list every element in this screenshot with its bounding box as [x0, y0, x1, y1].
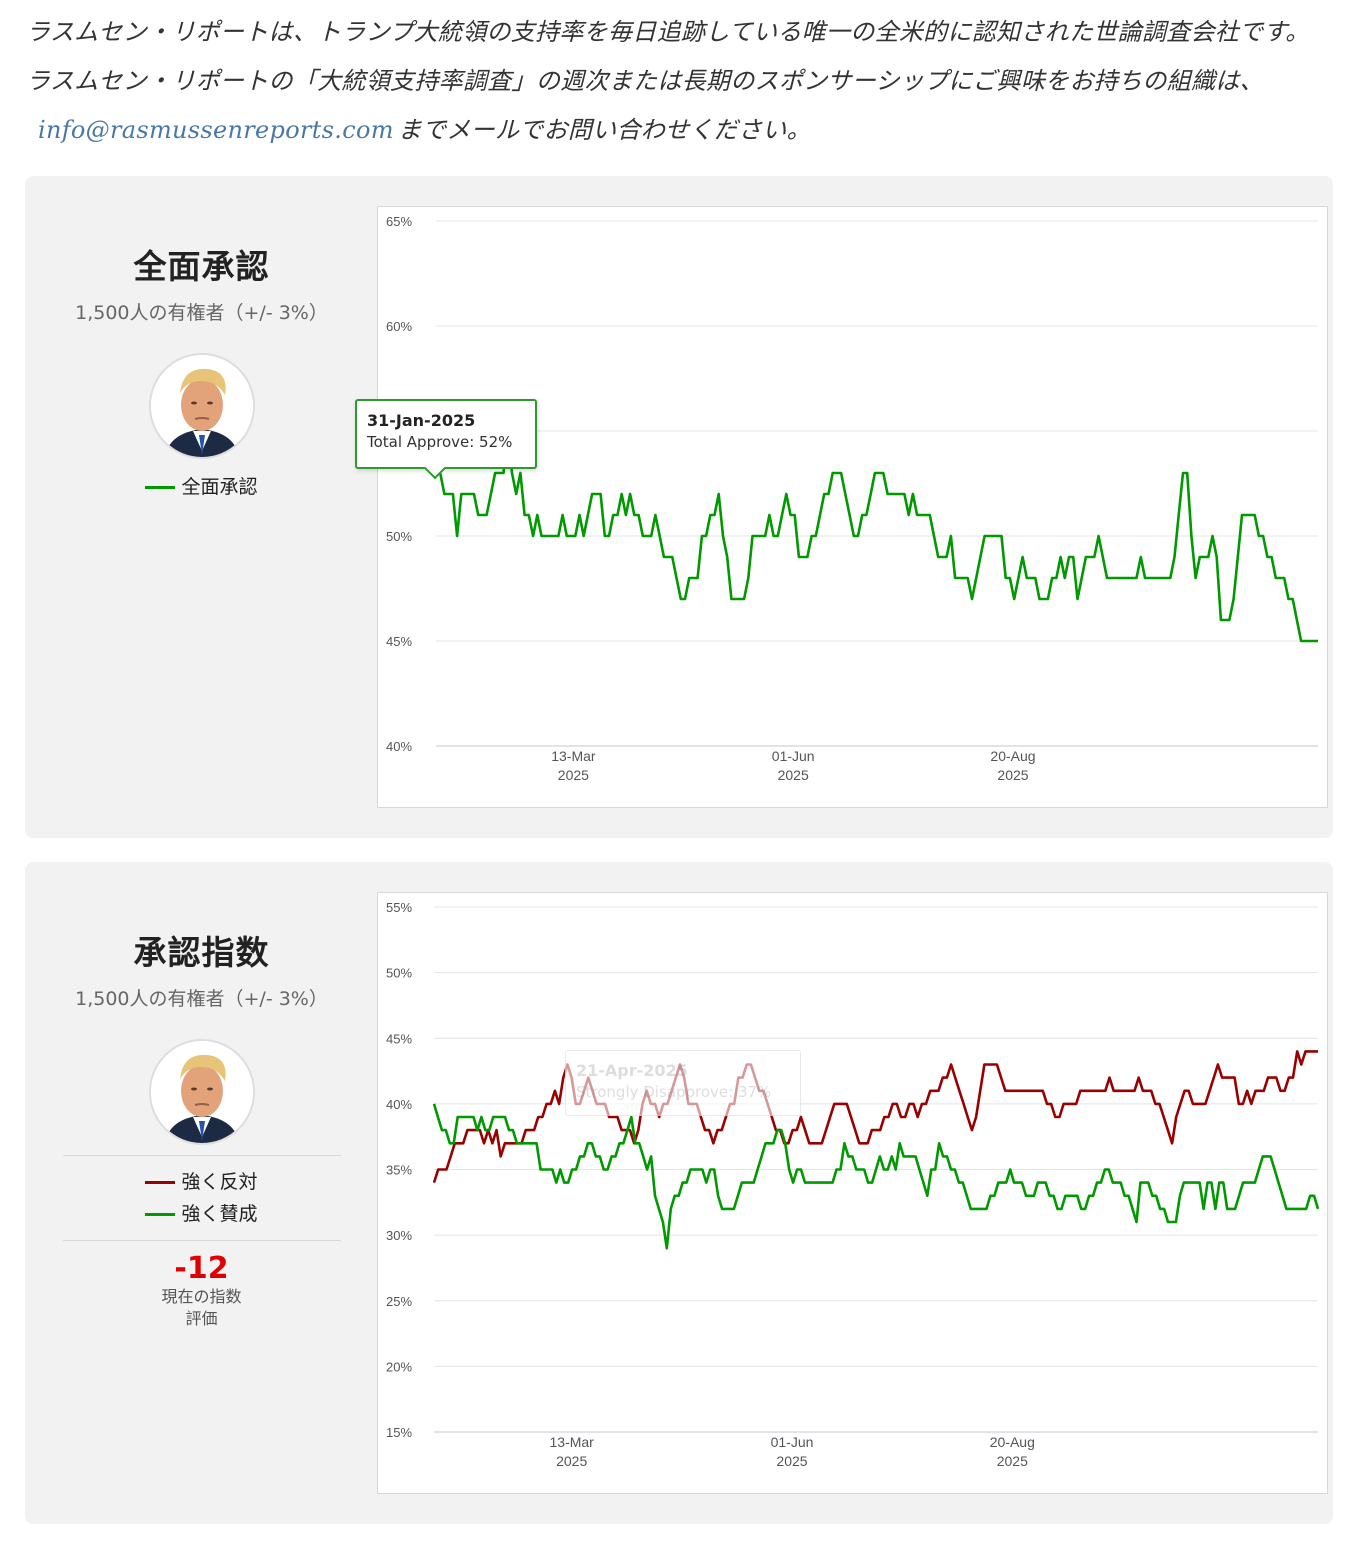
president-avatar [148, 353, 255, 459]
y-tick-label: 20% [386, 1359, 412, 1374]
tooltip-value: Total Approve: 52% [367, 433, 513, 451]
x-tick-year: 2025 [997, 767, 1028, 783]
x-tick-label: 01-Jun [771, 1434, 814, 1450]
x-tick-year: 2025 [997, 1453, 1028, 1469]
legend-item-total-approve[interactable]: 全面承認 [50, 471, 353, 503]
legend-label: 強く反対 [181, 1171, 258, 1193]
y-tick-label: 60% [386, 319, 412, 334]
legend-item-strongly-disapprove[interactable]: 強く反対 [50, 1166, 353, 1198]
intro-text-after: までメールでお問い合わせください。 [397, 116, 811, 144]
x-tick-year: 2025 [778, 767, 809, 783]
y-tick-label: 40% [386, 739, 412, 754]
y-tick-label: 50% [386, 966, 412, 981]
y-tick-label: 25% [386, 1294, 412, 1309]
divider [62, 1155, 341, 1156]
panel-subtitle: 1,500人の有権者（+/- 3%） [75, 988, 328, 1010]
legend-swatch [145, 1181, 176, 1184]
approval-index-value: -12 [174, 1251, 229, 1286]
legend-swatch [145, 1213, 176, 1216]
approval-index-chart-svg: 55% 50% 45% 40% 35% 30% 25% 20% 15% 13-Mar 2025 01-… [386, 900, 1320, 1469]
x-tick-label: 01-Jun [772, 748, 815, 764]
legend-item-strongly-approve[interactable]: 強く賛成 [50, 1198, 353, 1230]
x-tick-year: 2025 [558, 767, 589, 783]
x-tick-label: 13-Mar [550, 1434, 595, 1450]
intro-text-before: ラスムセン・リポートは、トランプ大統領の支持率を毎日追跡している唯一の全米的に認… [26, 18, 1310, 95]
series-line-total-approve[interactable] [434, 409, 1318, 643]
legend: 全面承認 [50, 471, 353, 503]
x-tick-label: 13-Mar [551, 748, 596, 764]
x-tick-label: 20-Aug [990, 1434, 1035, 1450]
y-tick-label: 35% [386, 1163, 412, 1178]
approval-index-panel: 承認指数 1,500人の有権者（+/- 3%） 強く反対 強く賛成 -12 現在… [25, 862, 1333, 1524]
y-tick-label: 65% [386, 214, 412, 229]
y-tick-label: 50% [386, 529, 412, 544]
approval-index-chart[interactable]: 55% 50% 45% 40% 35% 30% 25% 20% 15% 13-Mar 2025 01-… [377, 892, 1328, 1494]
y-tick-label: 15% [386, 1425, 412, 1440]
series-line-strongly-approve[interactable] [432, 1103, 1320, 1250]
faded-tooltip-date: 21-Apr-2025 [576, 1061, 688, 1080]
y-tick-label: 45% [386, 1031, 412, 1046]
approval-index-sidebar: 承認指数 1,500人の有権者（+/- 3%） 強く反対 強く賛成 -12 現在… [50, 926, 353, 1330]
panel-subtitle: 1,500人の有権者（+/- 3%） [75, 302, 328, 324]
y-tick-label: 40% [386, 1097, 412, 1112]
legend-label: 全面承認 [181, 476, 258, 498]
panel-title: 全面承認 [133, 247, 270, 286]
total-approval-chart[interactable]: 65%60%55%50%45%40%13-Mar202501-Jun202520… [377, 206, 1328, 808]
x-tick-year: 2025 [776, 1453, 807, 1469]
legend: 強く反対 強く賛成 [50, 1166, 353, 1230]
faded-tooltip: 21-Apr-2025 Strongly Disapprove: 37% [565, 1050, 801, 1116]
total-approval-chart-svg: 65%60%55%50%45%40%13-Mar202501-Jun202520… [386, 214, 1318, 783]
approval-index-label: 現在の指数 [161, 1287, 242, 1306]
x-tick-label: 20-Aug [990, 748, 1035, 764]
contact-email-link[interactable]: info@rasmussenreports.com [38, 116, 394, 144]
total-approval-sidebar: 全面承認 1,500人の有権者（+/- 3%） 全面承認 [50, 240, 353, 503]
approval-index-label-2: 評価 [185, 1309, 218, 1328]
x-tick-year: 2025 [556, 1453, 587, 1469]
chart-tooltip: 31-Jan-2025 Total Approve: 52% [355, 399, 537, 469]
y-tick-label: 45% [386, 634, 412, 649]
president-avatar [148, 1039, 255, 1145]
y-tick-label: 55% [386, 900, 412, 915]
legend-label: 強く賛成 [181, 1203, 258, 1225]
faded-tooltip-value: Strongly Disapprove: 37% [576, 1083, 772, 1101]
panel-title: 承認指数 [133, 933, 270, 972]
divider [62, 1240, 341, 1241]
total-approval-panel: 全面承認 1,500人の有権者（+/- 3%） 全面承認 65%60%55%50… [25, 176, 1333, 838]
y-tick-label: 30% [386, 1228, 412, 1243]
tooltip-date: 31-Jan-2025 [367, 411, 476, 430]
legend-swatch [145, 486, 176, 489]
intro-paragraph: ラスムセン・リポートは、トランプ大統領の支持率を毎日追跡している唯一の全米的に認… [26, 8, 1326, 155]
